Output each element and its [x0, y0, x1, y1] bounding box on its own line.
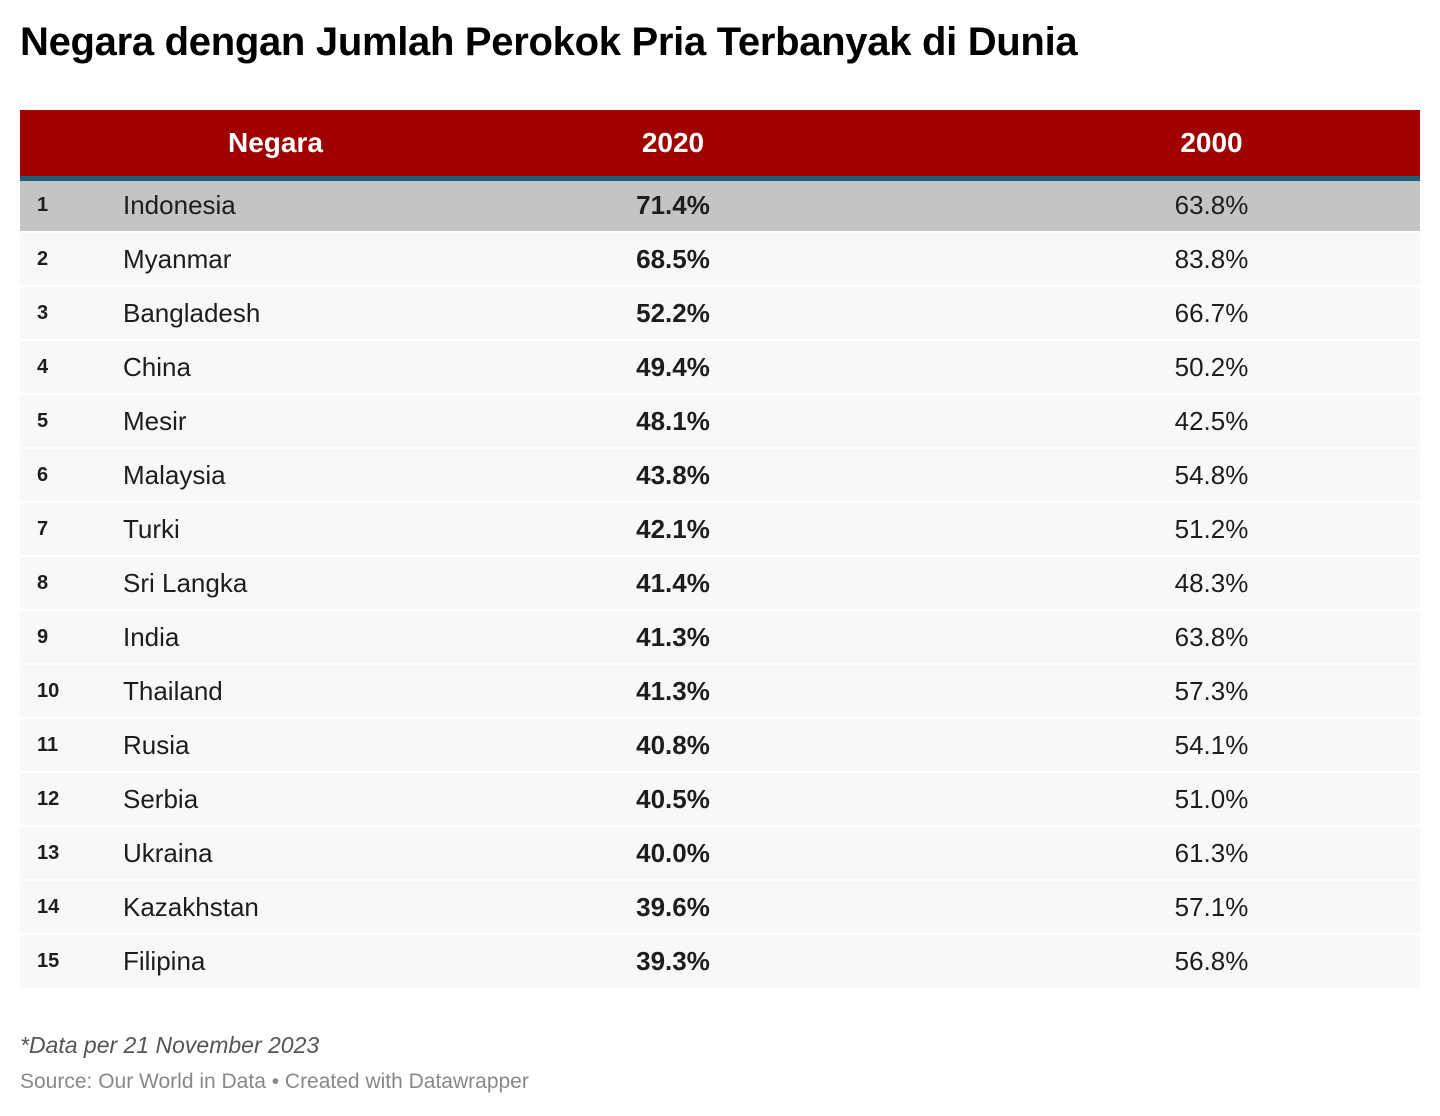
value-2000-cell: 54.1%: [1174, 729, 1249, 760]
value-2000-cell: 57.1%: [1174, 891, 1249, 922]
country-cell: Turki: [123, 513, 180, 544]
country-cell: Myanmar: [123, 243, 232, 274]
value-2020-cell: 52.2%: [636, 297, 710, 328]
value-2020-cell: 48.1%: [636, 405, 710, 436]
rank-cell: 4: [37, 355, 49, 378]
country-cell: Indonesia: [123, 190, 236, 221]
value-2020-cell: 41.3%: [636, 621, 710, 652]
rank-cell: 12: [37, 787, 60, 810]
rank-cell: 14: [37, 895, 60, 918]
table-row: 11 Rusia 40.8% 54.1%: [20, 718, 1420, 772]
table-row: 1 Indonesia 71.4% 63.8%: [20, 178, 1420, 232]
table-row: 7 Turki 42.1% 51.2%: [20, 502, 1420, 556]
country-cell: Serbia: [123, 783, 199, 814]
rank-cell: 5: [37, 409, 49, 432]
value-2000-cell: 56.8%: [1174, 946, 1249, 976]
footnote: *Data per 21 November 2023: [20, 1032, 320, 1058]
header-2020[interactable]: 2020: [423, 110, 923, 181]
value-2000-cell: 66.7%: [1174, 297, 1249, 328]
country-cell: Bangladesh: [123, 297, 261, 328]
country-cell: Sri Langka: [123, 567, 248, 598]
value-2000-cell: 57.3%: [1174, 675, 1249, 706]
rank-cell: 2: [37, 247, 49, 270]
country-cell: Ukraina: [123, 837, 213, 868]
value-2000-cell: 48.3%: [1174, 567, 1249, 598]
value-2000-cell: 63.8%: [1174, 621, 1249, 652]
rank-cell: 13: [37, 841, 60, 864]
table-row: 5 Mesir 48.1% 42.5%: [20, 394, 1420, 448]
value-2020-cell: 43.8%: [636, 459, 710, 490]
rank-cell: 1: [37, 194, 49, 217]
country-cell: Mesir: [123, 405, 187, 436]
rank-cell: 3: [37, 301, 49, 324]
value-2020-cell: 40.0%: [636, 837, 710, 868]
table-title: Negara dengan Jumlah Perokok Pria Terban…: [20, 20, 1078, 64]
table-row: 6 Malaysia 43.8% 54.8%: [20, 448, 1420, 502]
rank-cell: 8: [37, 571, 49, 594]
country-cell: China: [123, 351, 191, 382]
value-2000-cell: 83.8%: [1174, 243, 1249, 274]
table-row: 13 Ukraina 40.0% 61.3%: [20, 826, 1420, 880]
table-row: 8 Sri Langka 41.4% 48.3%: [20, 556, 1420, 610]
value-2000-cell: 51.2%: [1174, 513, 1249, 544]
source-line: Source: Our World in Data • Created with…: [20, 1070, 529, 1093]
rank-cell: 9: [37, 625, 49, 648]
header-rank[interactable]: [20, 110, 123, 181]
table-row: 3 Bangladesh 52.2% 66.7%: [20, 286, 1420, 340]
value-2000-cell: 61.3%: [1174, 837, 1249, 868]
country-cell: Kazakhstan: [123, 891, 259, 922]
value-2020-cell: 49.4%: [636, 351, 710, 382]
value-2020-cell: 68.5%: [636, 243, 710, 274]
rank-cell: 6: [37, 463, 49, 486]
value-2020-cell: 41.4%: [636, 567, 710, 598]
value-2000-cell: 42.5%: [1174, 405, 1249, 436]
country-cell: Malaysia: [123, 459, 226, 490]
value-2000-cell: 50.2%: [1174, 351, 1249, 382]
table-row: 14 Kazakhstan 39.6% 57.1%: [20, 880, 1420, 934]
header-row: Negara 2020 2000: [20, 110, 1420, 181]
header-country[interactable]: Negara: [123, 110, 423, 181]
header-2000[interactable]: 2000: [923, 110, 1420, 181]
data-table: Negara 2020 2000 1 Indonesia 71.4% 63.8% 2 My…: [20, 110, 1420, 988]
value-2020-cell: 40.8%: [636, 729, 710, 760]
value-2020-cell: 42.1%: [636, 513, 710, 544]
country-cell: India: [123, 621, 180, 652]
rank-cell: 10: [37, 679, 60, 702]
rank-cell: 11: [37, 733, 59, 756]
rank-cell: 7: [37, 517, 49, 540]
value-2020-cell: 41.3%: [636, 675, 710, 706]
table-row: 2 Myanmar 68.5% 83.8%: [20, 232, 1420, 286]
country-cell: Filipina: [123, 946, 206, 976]
table-row: 10 Thailand 41.3% 57.3%: [20, 664, 1420, 718]
value-2020-cell: 39.3%: [636, 946, 710, 976]
country-cell: Thailand: [123, 675, 223, 706]
country-cell: Rusia: [123, 729, 190, 760]
value-2000-cell: 63.8%: [1174, 190, 1249, 221]
rank-cell: 15: [37, 950, 60, 972]
value-2020-cell: 40.5%: [636, 783, 710, 814]
value-2000-cell: 51.0%: [1174, 783, 1249, 814]
value-2020-cell: 39.6%: [636, 891, 710, 922]
table-row: 15 Filipina 39.3% 56.8%: [20, 934, 1420, 988]
value-2020-cell: 71.4%: [636, 190, 710, 221]
table-row: 9 India 41.3% 63.8%: [20, 610, 1420, 664]
table-row: 12 Serbia 40.5% 51.0%: [20, 772, 1420, 826]
value-2000-cell: 54.8%: [1174, 459, 1249, 490]
table-row: 4 China 49.4% 50.2%: [20, 340, 1420, 394]
